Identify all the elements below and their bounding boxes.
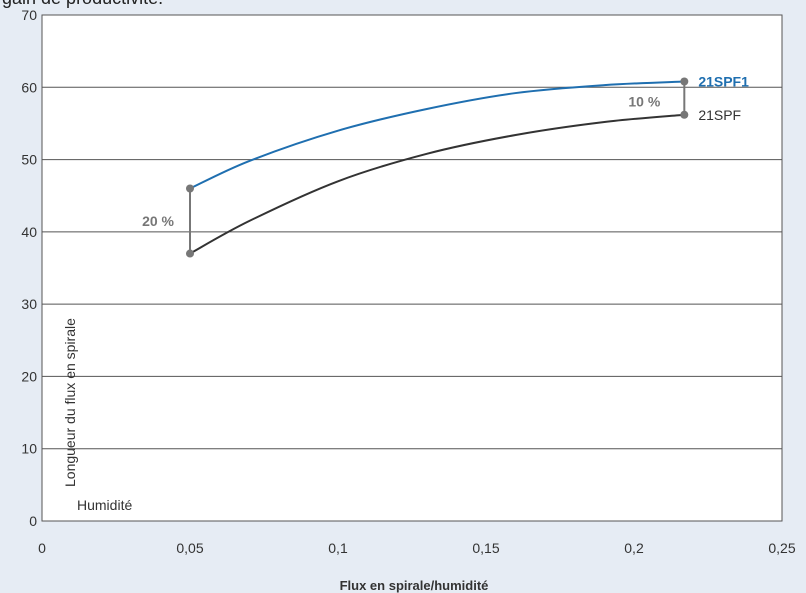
y-axis-label: Longueur du flux en spirale bbox=[62, 318, 78, 487]
chart-title: gain de productivité. bbox=[2, 0, 163, 9]
data-point-marker bbox=[186, 249, 194, 258]
y-tick-label: 40 bbox=[21, 224, 37, 240]
x-tick-label: 0,25 bbox=[768, 540, 795, 556]
plot-area bbox=[41, 14, 783, 522]
data-point-marker bbox=[680, 110, 689, 119]
series-label-21SPF1: 21SPF1 bbox=[698, 74, 749, 90]
data-point-marker bbox=[186, 184, 194, 193]
series-line-21SPF1 bbox=[189, 80, 685, 190]
series-label-21SPF: 21SPF bbox=[698, 107, 741, 123]
y-tick-label: 60 bbox=[21, 79, 37, 95]
x-tick-label: 0,1 bbox=[328, 540, 348, 556]
y-tick-label: 10 bbox=[21, 441, 37, 457]
y-tick-label: 70 bbox=[21, 7, 37, 23]
x-tick-label: 0 bbox=[38, 540, 46, 556]
y-tick-label: 30 bbox=[21, 296, 37, 312]
humidity-annotation: Humidité bbox=[77, 497, 132, 513]
difference-label: 20 % bbox=[142, 213, 174, 229]
x-tick-label: 0,05 bbox=[176, 540, 203, 556]
x-tick-label: 0,2 bbox=[624, 540, 644, 556]
x-axis-label: Flux en spirale/humidité bbox=[340, 578, 489, 593]
y-tick-label: 20 bbox=[21, 368, 37, 384]
difference-label: 10 % bbox=[628, 94, 660, 110]
x-tick-label: 0,15 bbox=[472, 540, 499, 556]
y-tick-label: 0 bbox=[29, 513, 37, 529]
series-line-21SPF bbox=[189, 113, 685, 255]
y-tick-label: 50 bbox=[21, 152, 37, 168]
data-point-marker bbox=[680, 77, 689, 86]
